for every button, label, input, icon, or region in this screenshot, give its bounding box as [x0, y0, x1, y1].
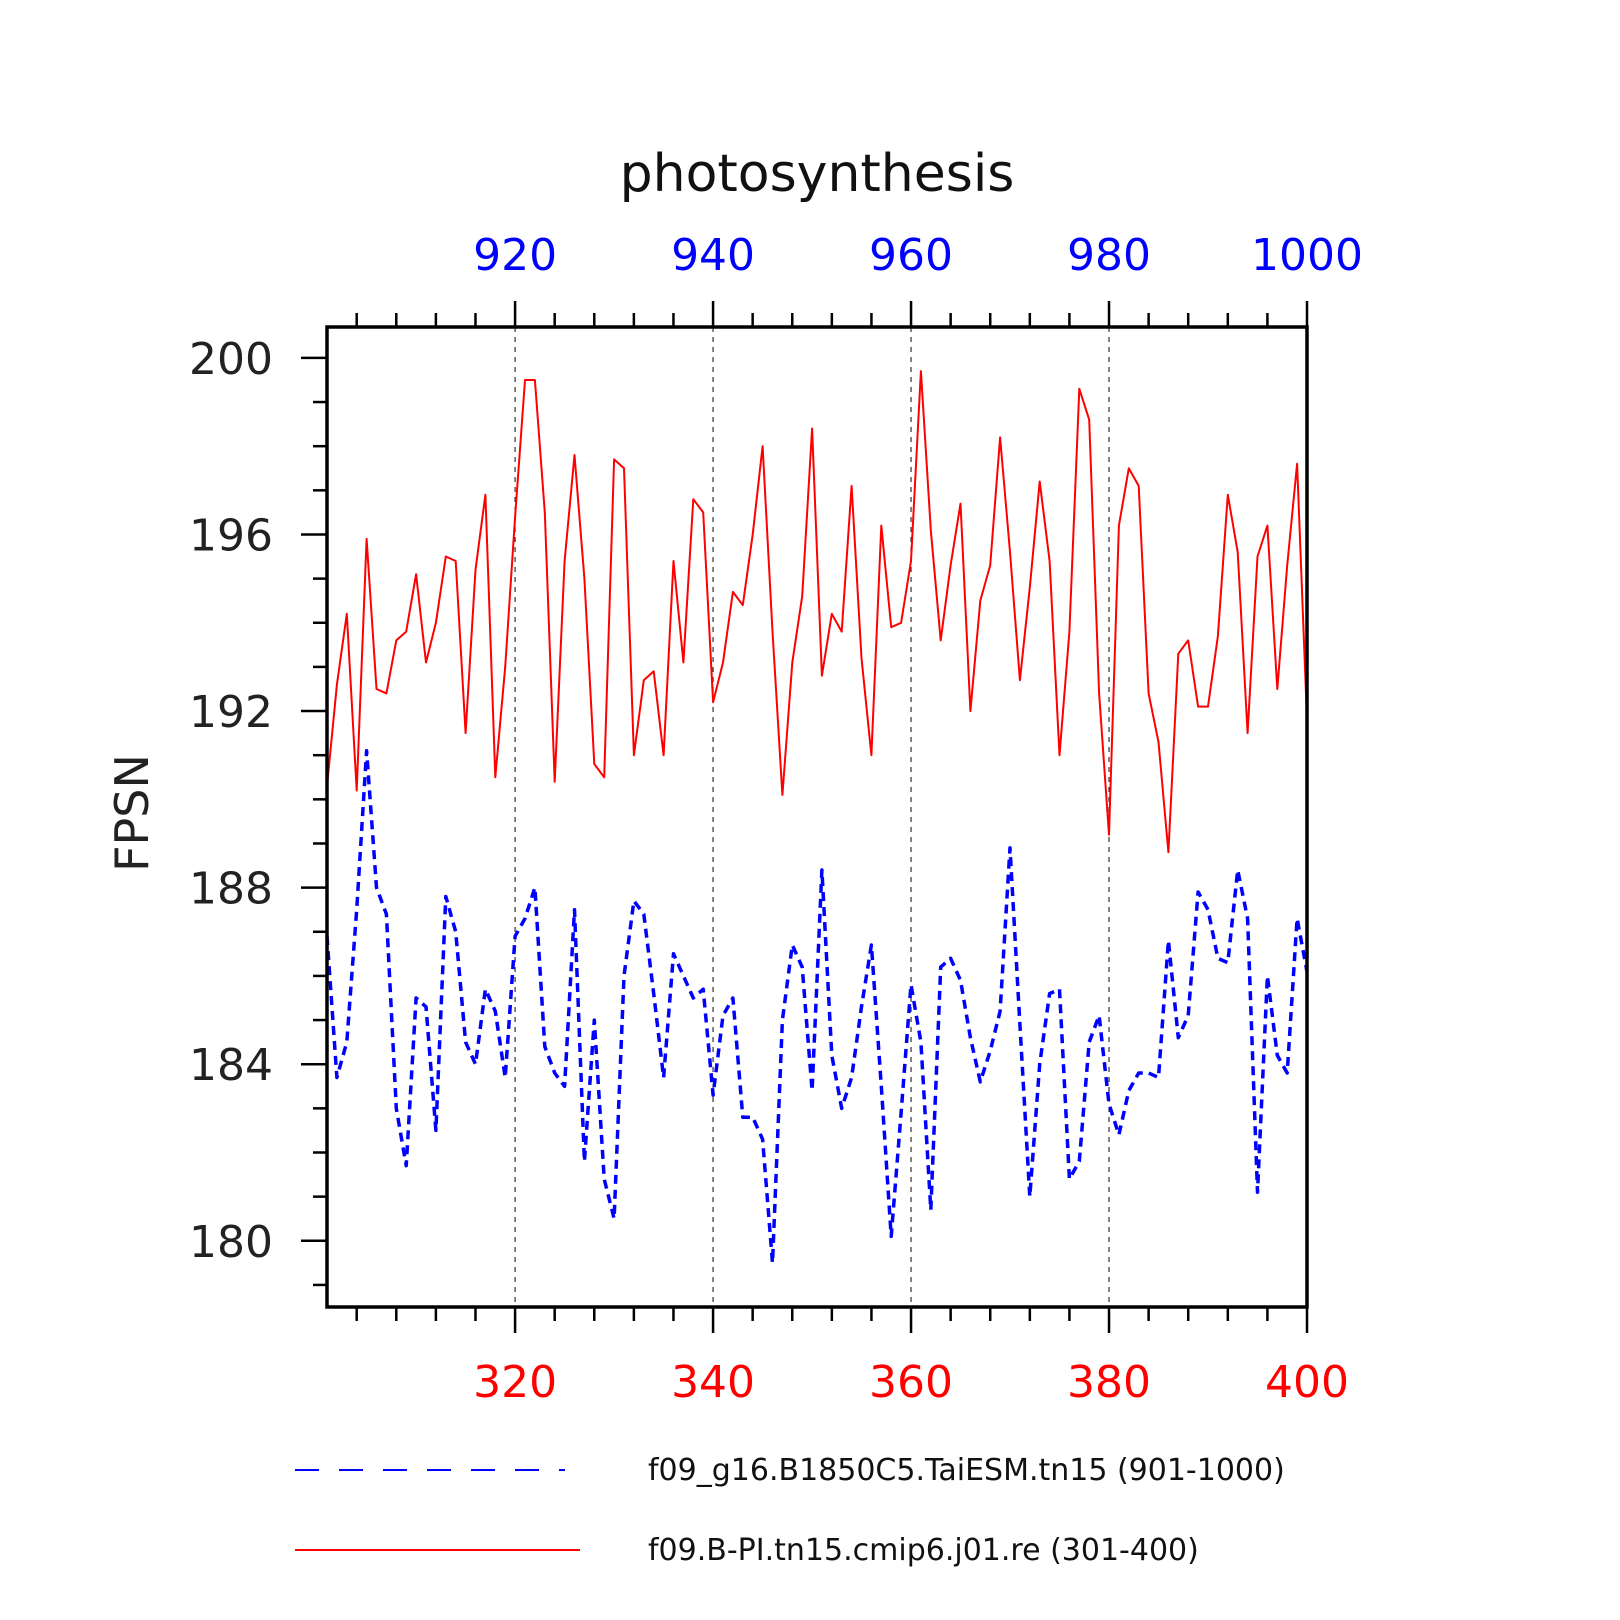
x-axes: 320 340 360 380 400 920 940 960 980 1000 — [355, 230, 1363, 1408]
x-tick-label: 320 — [473, 1357, 557, 1408]
y-tick-label: 192 — [189, 687, 273, 738]
y-tick-label: 188 — [189, 864, 273, 915]
plot-frame — [325, 325, 1309, 1309]
y-tick-label: 196 — [189, 510, 273, 561]
series-lines — [325, 370, 1309, 1265]
x-tick-label: 380 — [1067, 1357, 1151, 1408]
y-tick-label: 184 — [189, 1040, 273, 1091]
legend: f09_g16.B1850C5.TaiESM.tn15 (901-1000) f0… — [295, 1453, 1285, 1568]
x-tick-label: 980 — [1067, 230, 1151, 281]
y-axis: 180 184 188 192 196 200 — [189, 334, 327, 1287]
chart-title: photosynthesis — [620, 144, 1015, 204]
y-tick-label: 180 — [189, 1217, 273, 1268]
y-axis-label: FPSN — [105, 754, 159, 872]
x-tick-label: 360 — [869, 1357, 953, 1408]
y-tick-label: 200 — [189, 334, 273, 385]
vertical-gridlines — [514, 327, 1110, 1307]
x-tick-label: 920 — [473, 230, 557, 281]
series-line-0 — [326, 370, 1308, 854]
x-tick-label: 1000 — [1251, 230, 1363, 281]
x-tick-label: 400 — [1265, 1357, 1349, 1408]
series-line-1 — [325, 749, 1309, 1265]
x-tick-label: 340 — [671, 1357, 755, 1408]
x-tick-label: 940 — [671, 230, 755, 281]
legend-label: f09_g16.B1850C5.TaiESM.tn15 (901-1000) — [648, 1453, 1285, 1488]
x-tick-label: 960 — [869, 230, 953, 281]
legend-label: f09.B-PI.tn15.cmip6.j01.re (301-400) — [648, 1533, 1199, 1568]
